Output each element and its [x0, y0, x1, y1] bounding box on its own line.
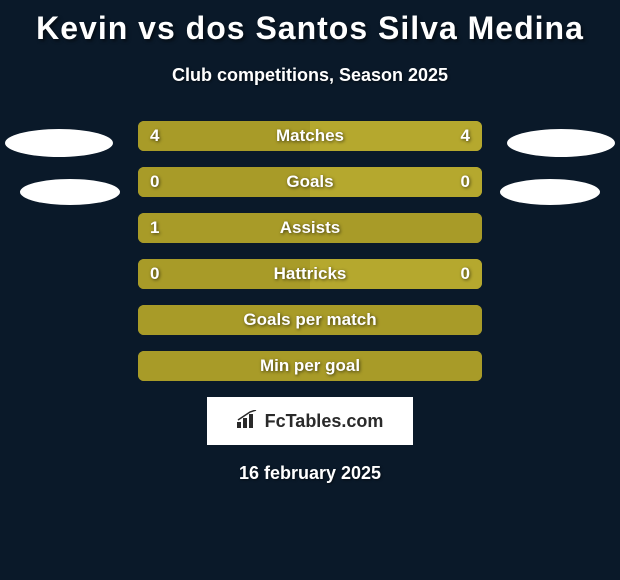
bar-fill-left — [138, 167, 310, 197]
bar-value-right: 4 — [461, 126, 470, 146]
avatar-placeholder-right-2 — [500, 179, 600, 205]
bar-label: Assists — [280, 218, 340, 238]
stat-bar: 0 Hattricks 0 — [138, 259, 482, 289]
stat-bar: Goals per match — [138, 305, 482, 335]
logo-text: FcTables.com — [265, 411, 384, 432]
stat-bar: 1 Assists — [138, 213, 482, 243]
stat-bar: 0 Goals 0 — [138, 167, 482, 197]
bar-label: Goals per match — [243, 310, 376, 330]
logo-box: FcTables.com — [207, 397, 413, 445]
bar-value-left: 4 — [150, 126, 159, 146]
page-title: Kevin vs dos Santos Silva Medina — [0, 10, 620, 47]
comparison-infographic: Kevin vs dos Santos Silva Medina Club co… — [0, 0, 620, 484]
bar-fill-right — [310, 167, 482, 197]
stat-bar: 4 Matches 4 — [138, 121, 482, 151]
stat-bar: Min per goal — [138, 351, 482, 381]
chart-icon — [237, 410, 259, 433]
avatar-placeholder-right-1 — [507, 129, 615, 157]
date-text: 16 february 2025 — [0, 463, 620, 484]
stats-area: 4 Matches 4 0 Goals 0 1 Assists 0 Hattricks 0 Goals… — [0, 121, 620, 381]
bar-value-left: 0 — [150, 172, 159, 192]
logo: FcTables.com — [237, 410, 384, 433]
bar-value-right: 0 — [461, 172, 470, 192]
bar-label: Matches — [276, 126, 344, 146]
bar-value-left: 0 — [150, 264, 159, 284]
bar-value-right: 0 — [461, 264, 470, 284]
stat-bars: 4 Matches 4 0 Goals 0 1 Assists 0 Hattricks 0 Goals… — [138, 121, 482, 381]
bar-label: Min per goal — [260, 356, 360, 376]
bar-value-left: 1 — [150, 218, 159, 238]
bar-label: Goals — [286, 172, 333, 192]
bar-label: Hattricks — [274, 264, 347, 284]
subtitle: Club competitions, Season 2025 — [0, 65, 620, 86]
avatar-placeholder-left-1 — [5, 129, 113, 157]
avatar-placeholder-left-2 — [20, 179, 120, 205]
